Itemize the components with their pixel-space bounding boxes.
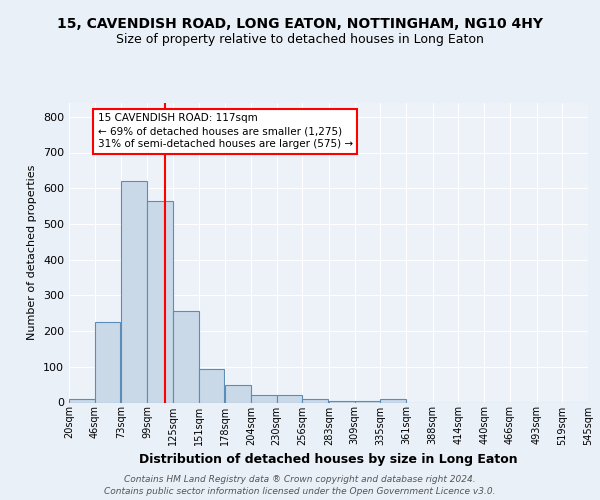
Text: Contains HM Land Registry data ® Crown copyright and database right 2024.: Contains HM Land Registry data ® Crown c…	[124, 475, 476, 484]
Text: Size of property relative to detached houses in Long Eaton: Size of property relative to detached ho…	[116, 32, 484, 46]
Bar	[95, 322, 121, 402]
X-axis label: Distribution of detached houses by size in Long Eaton: Distribution of detached houses by size …	[139, 453, 518, 466]
Text: 15 CAVENDISH ROAD: 117sqm
← 69% of detached houses are smaller (1,275)
31% of se: 15 CAVENDISH ROAD: 117sqm ← 69% of detac…	[98, 113, 353, 150]
Bar	[302, 399, 328, 402]
Bar	[147, 200, 173, 402]
Bar	[329, 400, 355, 402]
Text: 15, CAVENDISH ROAD, LONG EATON, NOTTINGHAM, NG10 4HY: 15, CAVENDISH ROAD, LONG EATON, NOTTINGH…	[57, 18, 543, 32]
Bar	[69, 399, 95, 402]
Bar	[251, 394, 277, 402]
Bar	[380, 399, 406, 402]
Bar	[225, 386, 251, 402]
Text: Contains public sector information licensed under the Open Government Licence v3: Contains public sector information licen…	[104, 487, 496, 496]
Bar	[355, 400, 380, 402]
Bar	[173, 312, 199, 402]
Y-axis label: Number of detached properties: Number of detached properties	[28, 165, 37, 340]
Bar	[277, 394, 302, 402]
Bar	[199, 368, 224, 402]
Bar	[121, 181, 147, 402]
